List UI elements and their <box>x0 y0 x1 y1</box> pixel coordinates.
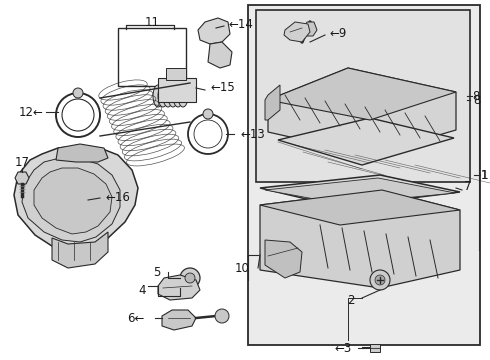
Text: 17: 17 <box>15 156 29 168</box>
Polygon shape <box>278 118 454 165</box>
Polygon shape <box>208 42 232 68</box>
Polygon shape <box>303 22 317 36</box>
Polygon shape <box>14 146 138 252</box>
Circle shape <box>185 273 195 283</box>
Polygon shape <box>260 175 460 207</box>
Bar <box>256 10 470 182</box>
Text: 11: 11 <box>145 15 160 28</box>
Polygon shape <box>158 275 200 300</box>
Ellipse shape <box>158 85 168 107</box>
Polygon shape <box>56 144 108 162</box>
Polygon shape <box>284 22 310 42</box>
Text: 10: 10 <box>235 261 250 274</box>
Polygon shape <box>265 240 302 278</box>
Polygon shape <box>268 68 456 155</box>
Circle shape <box>215 309 229 323</box>
Polygon shape <box>265 85 280 120</box>
Ellipse shape <box>163 85 173 107</box>
Polygon shape <box>15 172 29 184</box>
Circle shape <box>203 109 213 119</box>
Text: ←16: ←16 <box>105 190 130 203</box>
Text: 1: 1 <box>480 168 488 181</box>
Ellipse shape <box>178 85 188 107</box>
Text: ←15: ←15 <box>210 81 235 94</box>
Bar <box>166 68 186 80</box>
Text: ←9: ←9 <box>329 27 347 40</box>
Text: ←13: ←13 <box>240 127 265 140</box>
Bar <box>248 5 480 345</box>
Circle shape <box>73 88 83 98</box>
Bar <box>118 28 186 86</box>
Polygon shape <box>268 68 456 120</box>
Polygon shape <box>260 190 460 225</box>
Ellipse shape <box>153 85 163 107</box>
Polygon shape <box>162 310 196 330</box>
Ellipse shape <box>173 85 183 107</box>
Circle shape <box>180 268 200 288</box>
Polygon shape <box>198 18 230 44</box>
Ellipse shape <box>168 85 178 107</box>
Polygon shape <box>370 344 380 352</box>
Text: 4: 4 <box>139 284 146 297</box>
Text: 5: 5 <box>152 266 160 279</box>
Polygon shape <box>22 158 120 242</box>
Text: 2: 2 <box>347 293 355 306</box>
Text: 1: 1 <box>480 168 488 181</box>
Text: 6←: 6← <box>126 311 144 324</box>
Bar <box>158 78 196 102</box>
Polygon shape <box>52 232 108 268</box>
Text: 7: 7 <box>464 180 472 193</box>
Polygon shape <box>260 190 460 288</box>
Text: 8: 8 <box>473 94 481 107</box>
Text: 12←: 12← <box>19 105 44 118</box>
Polygon shape <box>265 178 455 204</box>
Text: 8: 8 <box>472 90 480 103</box>
Text: ←14: ←14 <box>228 18 253 31</box>
Text: ←3: ←3 <box>335 342 352 355</box>
Circle shape <box>375 275 385 285</box>
Polygon shape <box>34 168 112 234</box>
Circle shape <box>370 270 390 290</box>
